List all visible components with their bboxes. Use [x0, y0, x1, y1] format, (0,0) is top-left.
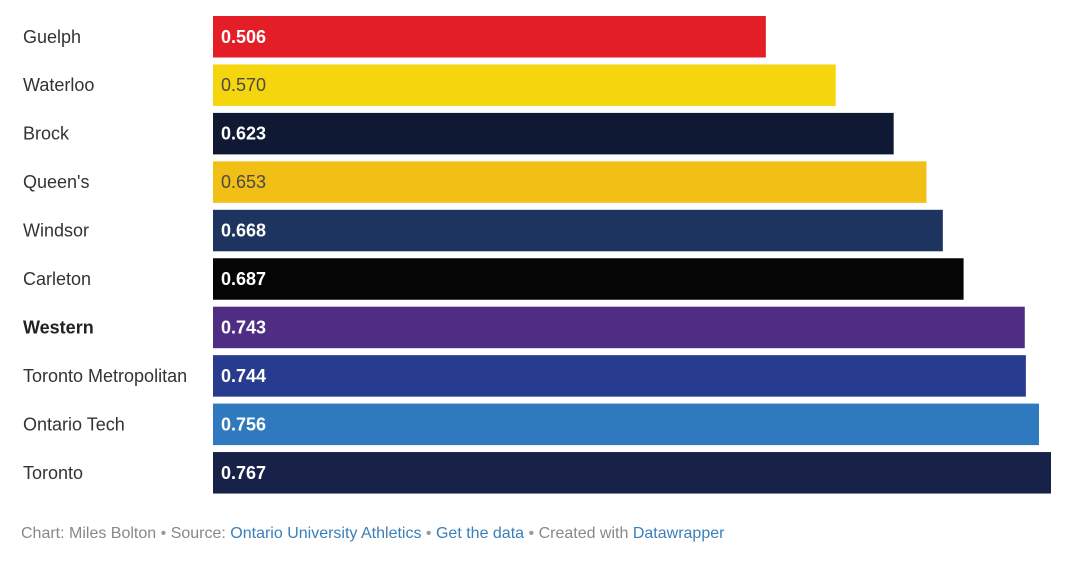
- bar-waterloo: [213, 64, 836, 106]
- category-label-guelph: Guelph: [23, 27, 81, 47]
- value-label-brock: 0.623: [221, 124, 266, 144]
- footer-author: Chart: Miles Bolton: [21, 525, 157, 542]
- value-label-windsor: 0.668: [221, 221, 266, 241]
- bar-queen-s: [213, 161, 927, 203]
- bar-toronto: [213, 452, 1051, 494]
- category-label-western: Western: [23, 317, 94, 337]
- bar-carleton: [213, 258, 964, 300]
- get-data-link[interactable]: Get the data: [435, 525, 525, 542]
- footer-separator: •: [160, 525, 167, 542]
- value-label-toronto-metropolitan: 0.744: [221, 366, 266, 386]
- category-label-toronto: Toronto: [23, 463, 83, 483]
- category-label-toronto-metropolitan: Toronto Metropolitan: [23, 366, 187, 386]
- category-label-brock: Brock: [23, 124, 70, 144]
- chart-footer: Chart: Miles Bolton • Source: Ontario Un…: [21, 525, 724, 543]
- footer-separator: •: [425, 525, 432, 542]
- value-label-queen-s: 0.653: [221, 172, 266, 192]
- footer-source-label: Source:: [170, 525, 226, 542]
- category-label-windsor: Windsor: [23, 221, 89, 241]
- value-label-toronto: 0.767: [221, 463, 266, 483]
- value-label-ontario-tech: 0.756: [221, 414, 266, 434]
- footer-separator: •: [528, 525, 535, 542]
- value-label-waterloo: 0.570: [221, 75, 266, 95]
- footer-created-label: Created with: [538, 525, 629, 542]
- bar-chart: Guelph 0.506 Waterloo 0.570 Brock 0.623 Queen'…: [23, 16, 1051, 494]
- category-label-ontario-tech: Ontario Tech: [23, 414, 125, 434]
- category-label-carleton: Carleton: [23, 269, 91, 289]
- value-label-carleton: 0.687: [221, 269, 266, 289]
- bar-windsor: [213, 209, 943, 252]
- datawrapper-link[interactable]: Datawrapper: [632, 525, 725, 542]
- category-label-waterloo: Waterloo: [23, 75, 94, 95]
- category-label-queen-s: Queen's: [23, 172, 89, 192]
- value-label-guelph: 0.506: [221, 27, 266, 47]
- bar-western: [213, 306, 1025, 349]
- source-link[interactable]: Ontario University Athletics: [230, 525, 422, 542]
- bar-ontario-tech: [213, 403, 1039, 446]
- bar-toronto-metropolitan: [213, 355, 1026, 397]
- bar-brock: [213, 112, 894, 155]
- value-label-western: 0.743: [221, 317, 266, 337]
- bar-guelph: [213, 16, 766, 58]
